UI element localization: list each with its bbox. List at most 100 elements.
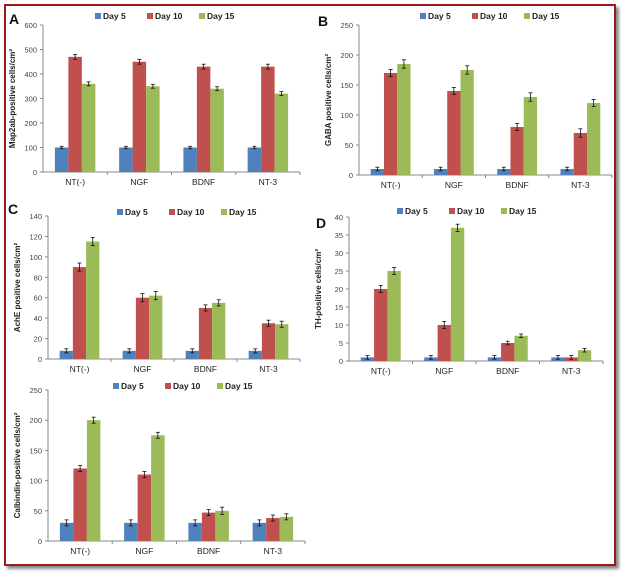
legend-swatch [420,13,426,19]
bar-day-10 [201,512,216,541]
bar-day-15 [275,324,289,359]
y-tick-label: 150 [29,446,42,455]
legend-label: Day 5 [121,381,144,391]
bar-day-10 [501,343,515,361]
legend-swatch [397,208,403,214]
bar-day-10 [261,66,275,172]
legend-label: Day 10 [173,381,201,391]
y-tick-label: 0 [38,355,42,364]
x-tick-label: BDNF [192,177,215,187]
x-tick-label: NT(-) [381,180,401,190]
legend-swatch [147,13,153,19]
y-tick-label: 30 [335,249,343,258]
y-tick-label: 100 [340,111,353,120]
y-tick-label: 0 [33,168,37,177]
chart-panel-calbindin: 0 50 100 150 200 250 Calbindin-positive cells/… [13,381,306,556]
legend-swatch [221,209,227,215]
bar-day-10 [137,474,152,541]
x-tick-label: NGF [130,177,148,187]
legend-swatch [117,209,123,215]
legend-label: Day 10 [457,206,485,216]
bar-day-15 [274,93,289,172]
y-axis-label: Calbindin-positive cells/cm² [13,412,22,518]
legend-swatch [501,208,507,214]
y-tick-label: 50 [345,141,353,150]
chart-panel-b: B 0 50 100 150 200 250 GABA positive cells/cm² N… [318,11,613,190]
bar-day-10 [68,56,82,172]
y-tick-label: 40 [34,314,42,323]
legend-swatch [199,13,205,19]
bar-day-15 [146,86,160,172]
x-tick-label: BDNF [506,180,529,190]
bar-day-10 [266,518,280,541]
legend-label: Day 5 [428,11,451,21]
legend-label: Day 15 [532,11,560,21]
y-tick-label: 20 [335,285,343,294]
x-tick-label: NT-3 [571,180,590,190]
bar-day-5 [560,169,574,175]
bar-day-10 [573,133,588,175]
x-tick-label: NT-3 [264,546,283,556]
y-tick-label: 0 [339,357,343,366]
panel-label: C [8,201,18,217]
legend-swatch [95,13,101,19]
bar-day-15 [523,97,538,175]
bar-day-15 [387,271,401,361]
bar-day-10 [383,73,398,175]
y-tick-label: 400 [24,70,37,79]
y-tick-label: 5 [339,339,343,348]
legend-label: Day 15 [229,207,257,217]
x-tick-label: BDNF [194,364,217,374]
x-tick-label: NT-3 [259,177,278,187]
legend-label: Day 10 [480,11,508,21]
y-tick-label: 100 [24,144,37,153]
panel-label: B [318,13,328,29]
y-tick-label: 0 [349,171,353,180]
y-axis-label: Map2ab-positive cells/cm² [8,49,17,148]
bar-day-15 [460,70,474,175]
y-tick-label: 250 [340,21,353,30]
legend-label: Day 10 [177,207,205,217]
legend-swatch [449,208,455,214]
legend-label: Day 5 [405,206,428,216]
bar-day-10 [510,127,524,175]
x-tick-label: NGF [135,546,153,556]
y-tick-label: 140 [29,212,42,221]
y-tick-label: 15 [335,303,343,312]
y-tick-label: 80 [34,273,42,282]
bar-day-5 [248,350,262,359]
bar-day-5 [370,169,384,175]
x-tick-label: NT(-) [371,366,391,376]
legend-label: Day 10 [155,11,183,21]
bar-day-5 [188,522,202,541]
panel-label: A [9,11,19,27]
x-tick-label: BDNF [197,546,220,556]
y-axis-label: TH-positive cells/cm² [314,249,323,329]
bar-day-15 [86,420,101,541]
bar-day-10 [198,307,213,359]
bar-day-15 [86,241,100,359]
figure-frame [4,4,616,566]
bar-day-15 [587,103,601,175]
bar-day-10 [437,325,451,361]
legend-swatch [472,13,478,19]
y-tick-label: 40 [335,213,343,222]
bar-day-5 [252,522,267,541]
legend-swatch [113,383,119,389]
bar-day-15 [81,83,96,172]
bar-day-15 [212,302,226,359]
x-tick-label: NT(-) [70,364,90,374]
y-tick-label: 35 [335,231,343,240]
bar-day-10 [196,66,211,172]
bar-day-5 [122,350,136,359]
y-tick-label: 100 [29,477,42,486]
y-tick-label: 10 [335,321,343,330]
legend-label: Day 5 [103,11,126,21]
bar-day-5 [185,350,199,359]
y-axis-label: GABA positive cells/cm² [324,54,333,147]
bar-day-5 [124,522,138,541]
x-tick-label: NT-3 [259,364,278,374]
x-tick-label: NGF [134,364,152,374]
y-tick-label: 50 [34,507,42,516]
bar-day-5 [183,147,197,172]
